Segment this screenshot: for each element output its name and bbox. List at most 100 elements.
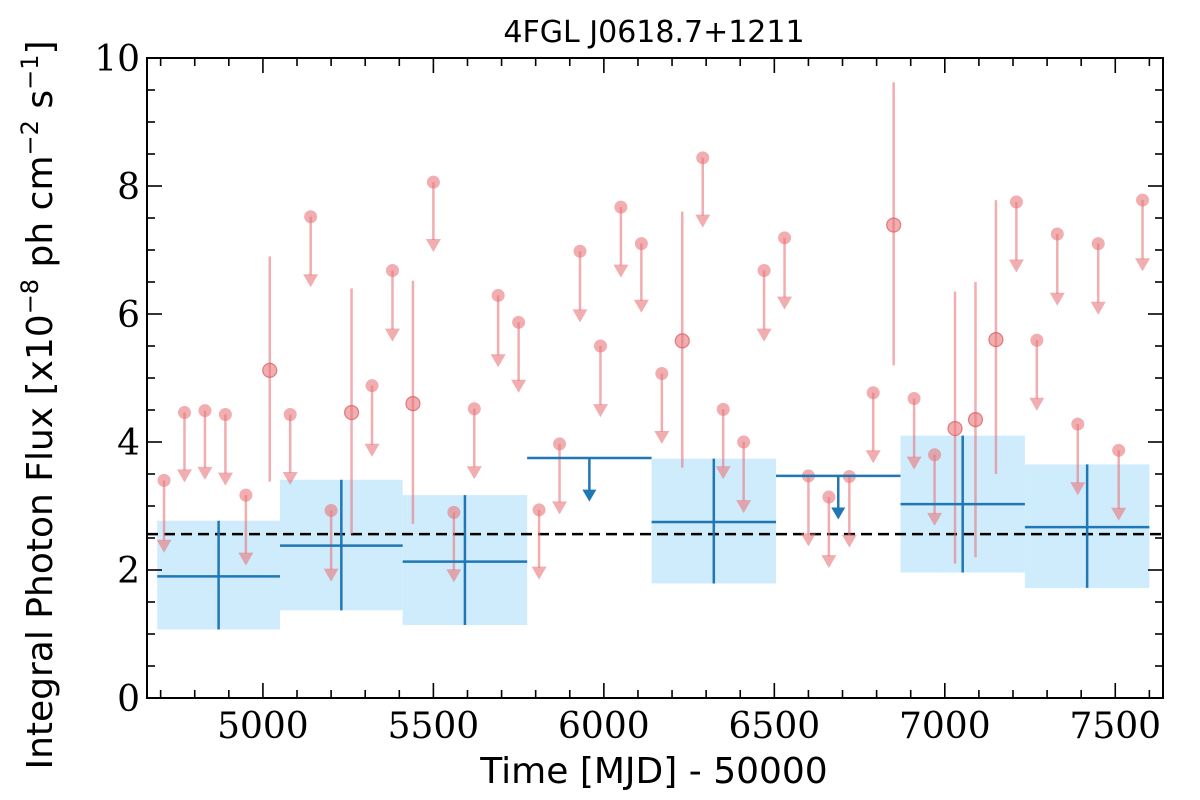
fine-upper-limit-point <box>157 473 171 487</box>
y-tick-label: 8 <box>117 167 140 208</box>
fine-upper-limit-point <box>1009 195 1023 209</box>
fine-upper-limit-arrow-head <box>592 404 608 418</box>
fine-upper-limit-point <box>593 339 607 353</box>
y-axis-label-exp1: −8 <box>16 279 44 314</box>
fine-upper-limit-point <box>696 151 710 165</box>
fine-upper-limit-arrow-head <box>531 566 547 580</box>
fine-upper-limit-point <box>907 391 921 405</box>
fine-upper-limit-point <box>239 488 253 502</box>
fine-upper-limit-arrow-head <box>777 296 793 310</box>
fine-upper-limit-arrow-head <box>552 501 568 515</box>
x-axis-label: Time [MJD] - 50000 <box>479 751 827 792</box>
fine-upper-limit-point <box>198 404 212 418</box>
fine-upper-limit-arrow-head <box>572 309 588 323</box>
fine-upper-limit-arrow-head <box>177 469 193 483</box>
fine-upper-limit-arrow-head <box>715 466 731 480</box>
fine-upper-limit-arrow-head <box>282 471 298 485</box>
fine-detection-point <box>967 412 984 428</box>
x-tick-label: 7000 <box>899 706 991 747</box>
fine-upper-limit-arrow-head <box>384 328 400 342</box>
fine-upper-limit-arrow-head <box>511 379 527 393</box>
fine-upper-limit-point <box>822 490 836 504</box>
fine-upper-limit-arrow-head <box>613 264 629 278</box>
fine-detection-point <box>343 404 360 421</box>
y-axis-label-exp2: −2 <box>16 120 44 155</box>
fine-upper-limit-arrow-head <box>736 500 752 514</box>
fine-upper-limit-point <box>1091 237 1105 251</box>
fine-upper-limit-point <box>573 244 587 258</box>
fine-upper-limit-point <box>178 406 192 420</box>
fine-detection-point <box>886 217 902 233</box>
coarse-upper-limit-arrow-head <box>831 507 846 520</box>
fine-upper-limit-arrow-head <box>1070 482 1086 496</box>
y-tick-label: 4 <box>117 423 140 464</box>
fine-upper-limit-arrow-head <box>217 472 233 486</box>
y-axis-label-exp3: −1 <box>16 55 44 90</box>
fine-upper-limit-arrow-head <box>364 443 380 457</box>
fine-upper-limit-point <box>365 379 379 393</box>
coarse-upper-limit-arrow-head <box>582 489 597 502</box>
fine-upper-limit-arrow-head <box>1111 507 1127 521</box>
fine-detection-point <box>988 332 1004 348</box>
fine-upper-limit-point <box>1071 417 1085 431</box>
fine-upper-limit-point <box>1050 227 1064 241</box>
fine-upper-limit-point <box>716 402 730 416</box>
fine-upper-limit-arrow-head <box>238 552 254 566</box>
plot-area <box>147 82 1163 630</box>
fine-upper-limit-point <box>512 315 526 329</box>
fine-upper-limit-point <box>778 231 792 245</box>
fine-upper-limit-arrow-head <box>1135 258 1151 272</box>
fine-upper-limit-point <box>426 175 440 189</box>
fine-upper-limit-point <box>491 288 505 302</box>
fine-upper-limit-arrow-head <box>756 328 772 342</box>
fine-upper-limit-arrow-head <box>821 555 837 569</box>
fine-upper-limit-arrow-head <box>1049 292 1065 306</box>
fine-upper-limit-arrow-head <box>906 456 922 470</box>
fine-upper-limit-arrow-head <box>800 533 816 547</box>
x-tick-label: 6500 <box>729 706 821 747</box>
fine-upper-limit-arrow-head <box>695 214 711 228</box>
axis-ticks: 5000 5500 6000 6500 7000 7500 0 2 4 6 8 10 <box>94 39 1164 747</box>
fine-upper-limit-arrow-head <box>446 569 462 583</box>
fine-upper-limit-arrow-head <box>466 466 482 480</box>
fine-detection-point <box>405 396 421 412</box>
fine-upper-limit-arrow-head <box>197 466 213 480</box>
fine-upper-limit-arrow-head <box>425 239 441 252</box>
fine-upper-limit-point <box>283 407 297 421</box>
fine-upper-limit-point <box>467 402 481 416</box>
y-axis-label-main: Integral Photon Flux [x10 <box>20 314 61 769</box>
fine-upper-limit-arrow-head <box>1008 259 1024 273</box>
fine-upper-limit-arrow-head <box>1029 397 1045 411</box>
fine-upper-limit-arrow-head <box>303 274 319 288</box>
fine-upper-limit-point <box>553 437 567 451</box>
fine-upper-limit-point <box>634 237 648 251</box>
fine-detection-point <box>947 420 963 437</box>
fine-upper-limit-arrow-head <box>841 534 857 548</box>
y-tick-label: 2 <box>117 551 140 592</box>
fine-upper-limit-point <box>737 435 751 449</box>
fine-upper-limit-point <box>1030 333 1044 347</box>
fine-upper-limit-point <box>614 200 628 214</box>
fine-upper-limit-point <box>1136 193 1150 207</box>
x-tick-label: 5500 <box>388 706 480 747</box>
fine-upper-limit-point <box>1112 443 1126 457</box>
fine-upper-limit-point <box>532 503 546 517</box>
fine-upper-limit-arrow-head <box>865 450 881 464</box>
fine-detection-point <box>674 333 690 349</box>
x-tick-label: 6000 <box>558 706 650 747</box>
y-axis-label-mid2: s <box>20 90 61 120</box>
y-axis-label-end: ] <box>20 40 61 54</box>
chart-title: 4FGL J0618.7+1211 <box>503 15 804 50</box>
y-axis-label: Integral Photon Flux [x10−8 ph cm−2 s−1] <box>16 40 61 769</box>
fine-detection-point <box>262 362 278 378</box>
y-axis-label-mid: ph cm <box>20 155 61 278</box>
fine-upper-limit-point <box>304 210 318 224</box>
fine-upper-limit-point <box>866 386 880 400</box>
fine-upper-limit-point <box>655 367 669 381</box>
fine-upper-limit-arrow-head <box>654 431 670 444</box>
fine-upper-limit-point <box>447 505 461 519</box>
fine-upper-limit-arrow-head <box>156 539 172 553</box>
y-tick-label: 10 <box>94 39 140 80</box>
fine-upper-limit-arrow-head <box>323 568 339 582</box>
